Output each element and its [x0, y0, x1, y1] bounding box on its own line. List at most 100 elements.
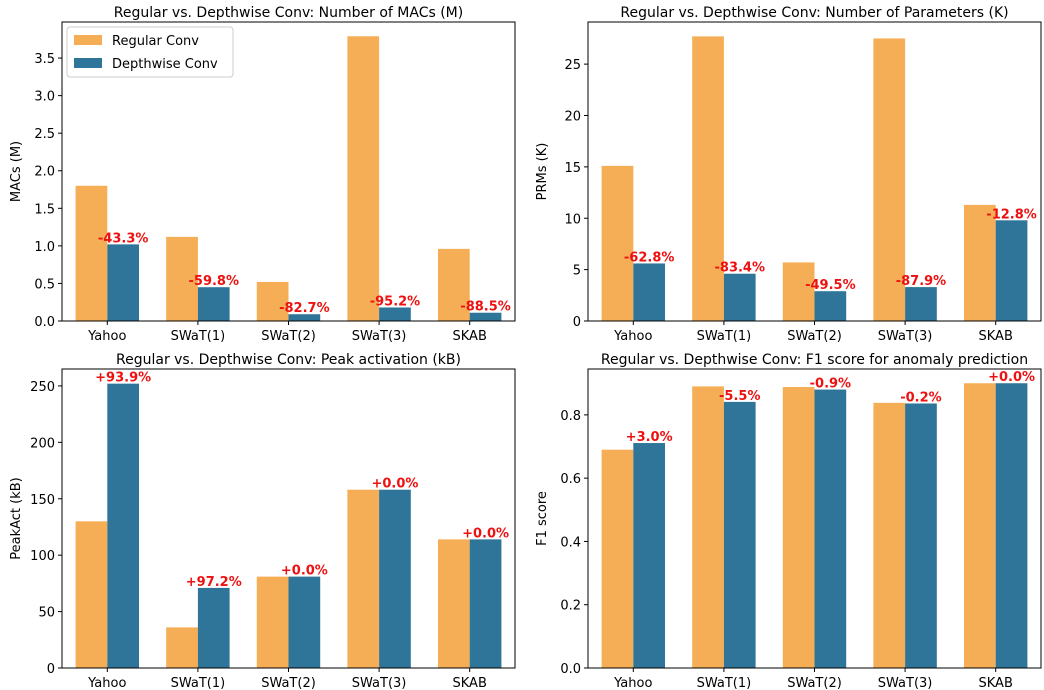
y-tick-label: 3.0 [34, 90, 55, 105]
y-tick-label: 50 [38, 606, 55, 621]
bar-regular-conv [601, 449, 634, 668]
bar-depthwise-conv [379, 489, 411, 668]
bar-regular-conv [692, 36, 724, 321]
bar-depthwise-conv [197, 287, 230, 321]
bar-regular-conv [873, 402, 906, 668]
change-annotation: +0.0% [462, 526, 509, 541]
x-tick-label: SWaT(2) [261, 676, 316, 690]
chart-title: Regular vs. Depthwise Conv: Peak activat… [116, 352, 461, 368]
y-tick-label: 0.8 [560, 409, 581, 424]
plot-frame [587, 21, 1042, 322]
bar-regular-conv [166, 236, 198, 321]
y-tick-label: 0.5 [34, 277, 55, 292]
chart-title: Regular vs. Depthwise Conv: Number of MA… [114, 5, 463, 21]
chart-2: Regular vs. Depthwise Conv: Number of Pa… [535, 5, 1042, 344]
change-annotation: -5.5% [719, 389, 760, 404]
bar-regular-conv [347, 36, 380, 322]
chart-1: Regular vs. Depthwise Conv: Number of MA… [9, 5, 516, 344]
y-tick-label: 20 [564, 110, 581, 125]
bar-depthwise-conv [107, 383, 140, 668]
y-tick-label: 0 [573, 315, 581, 330]
x-tick-label: Yahoo [613, 329, 652, 344]
change-annotation: -95.2% [370, 294, 421, 309]
bar-depthwise-conv [814, 389, 847, 668]
bar-depthwise-conv [995, 383, 1028, 668]
x-tick-label: SKAB [453, 329, 487, 344]
change-annotation: +97.2% [186, 575, 242, 590]
change-annotation: -62.8% [624, 250, 675, 265]
change-annotation: -0.2% [900, 390, 941, 405]
legend-swatch [74, 35, 102, 45]
change-annotation: -59.8% [189, 274, 240, 289]
bar-depthwise-conv [723, 401, 756, 668]
bar-depthwise-conv [633, 443, 666, 668]
change-annotation: +0.0% [371, 477, 418, 492]
y-axis-label: F1 score [535, 491, 550, 546]
bar-depthwise-conv [379, 307, 411, 321]
bar-depthwise-conv [723, 273, 756, 321]
bar-regular-conv [873, 38, 906, 322]
x-tick-label: SWaT(1) [171, 676, 226, 690]
change-annotation: -49.5% [805, 278, 856, 293]
change-annotation: +3.0% [626, 430, 673, 445]
bar-depthwise-conv [633, 263, 666, 321]
change-annotation: -12.8% [986, 207, 1037, 222]
y-tick-label: 15 [564, 161, 581, 176]
y-tick-label: 0.2 [560, 599, 581, 614]
bar-regular-conv [963, 383, 996, 668]
bar-regular-conv [601, 165, 634, 321]
bar-depthwise-conv [107, 244, 140, 321]
bar-depthwise-conv [995, 220, 1028, 321]
bar-regular-conv [782, 262, 815, 321]
y-tick-label: 0 [47, 662, 55, 677]
y-tick-label: 0.0 [560, 662, 581, 677]
bar-depthwise-conv [288, 314, 321, 321]
bar-regular-conv [347, 489, 380, 668]
bar-depthwise-conv [469, 539, 502, 668]
y-tick-label: 250 [30, 380, 55, 395]
y-tick-label: 0.4 [560, 535, 581, 550]
plot-frame [587, 368, 1042, 669]
bar-depthwise-conv [288, 576, 321, 668]
y-tick-label: 1.0 [34, 240, 55, 255]
x-tick-label: SWaT(3) [878, 676, 933, 690]
legend-label: Depthwise Conv [112, 57, 218, 72]
y-tick-label: 0.6 [560, 472, 581, 487]
bar-regular-conv [963, 204, 996, 321]
legend: Regular Conv Depthwise Conv [66, 26, 234, 78]
chart-title: Regular vs. Depthwise Conv: F1 score for… [601, 352, 1028, 368]
change-annotation: +0.0% [988, 370, 1035, 385]
change-annotation: +0.0% [281, 564, 328, 579]
chart-4: Regular vs. Depthwise Conv: F1 score for… [535, 352, 1042, 690]
y-axis-label: MACs (M) [9, 141, 24, 202]
bar-depthwise-conv [469, 312, 502, 321]
bar-depthwise-conv [197, 587, 230, 668]
x-tick-label: Yahoo [87, 329, 126, 344]
x-tick-label: SWaT(3) [352, 329, 407, 344]
x-tick-label: SWaT(2) [787, 676, 842, 690]
bar-regular-conv [437, 539, 470, 668]
legend-label: Regular Conv [112, 34, 199, 49]
y-tick-label: 2.5 [34, 127, 55, 142]
plot-frame [61, 21, 516, 322]
change-annotation: -83.4% [715, 261, 766, 276]
y-tick-label: 0.0 [34, 315, 55, 330]
bar-regular-conv [692, 386, 724, 668]
bar-depthwise-conv [905, 403, 937, 668]
y-tick-label: 2.0 [34, 165, 55, 180]
bar-regular-conv [75, 185, 108, 321]
legend-swatch [74, 58, 102, 68]
y-axis-label: PRMs (K) [535, 143, 550, 201]
x-tick-label: SWaT(3) [352, 676, 407, 690]
bar-depthwise-conv [905, 287, 937, 321]
x-tick-label: SKAB [979, 676, 1013, 690]
bar-depthwise-conv [814, 291, 847, 321]
bar-regular-conv [166, 627, 198, 668]
bar-regular-conv [256, 576, 289, 668]
plot-frame [61, 368, 516, 669]
bar-regular-conv [256, 281, 289, 321]
change-annotation: -43.3% [98, 231, 149, 246]
bar-regular-conv [437, 248, 470, 321]
x-tick-label: SWaT(2) [787, 329, 842, 344]
